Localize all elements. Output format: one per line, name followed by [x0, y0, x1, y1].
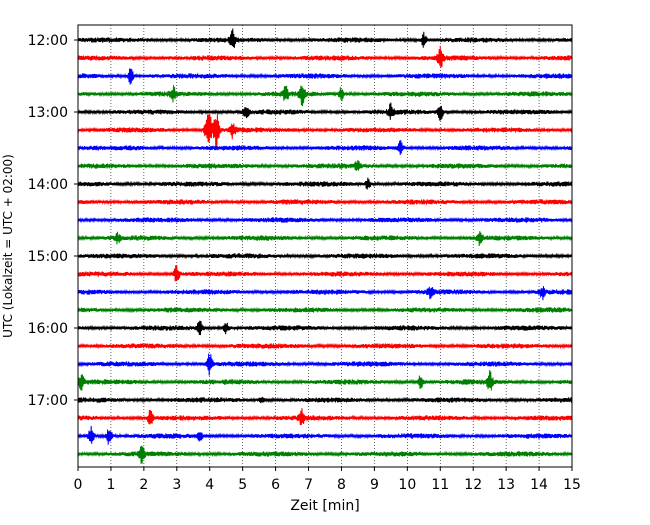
- trace-15:45: [77, 306, 573, 314]
- trace-16:45: [77, 370, 573, 391]
- trace-14:00: [77, 177, 573, 190]
- trace-14:15: [77, 198, 573, 206]
- plot-frame: [77, 24, 573, 468]
- y-tick-label: 17:00: [28, 393, 68, 409]
- x-tick-label: 7: [304, 477, 313, 493]
- trace-12:00: [77, 28, 573, 48]
- y-tick-label: 14:00: [28, 177, 68, 193]
- trace-12:45: [77, 85, 573, 107]
- y-tick-label: 15:00: [28, 249, 68, 265]
- y-tick-label: 12:00: [28, 33, 68, 49]
- x-tick-label: 6: [271, 477, 280, 493]
- y-tick-label: 16:00: [28, 321, 68, 337]
- x-tick-label: 13: [497, 477, 515, 493]
- seismic-traces: [77, 28, 573, 464]
- x-tick-label: 11: [431, 477, 449, 493]
- trace-12:30: [77, 68, 573, 85]
- x-tick-label: 10: [398, 477, 416, 493]
- trace-13:15: [77, 113, 573, 148]
- trace-15:15: [77, 265, 573, 282]
- trace-16:00: [77, 320, 573, 336]
- trace-13:00: [77, 102, 573, 121]
- x-tick-label: 12: [464, 477, 482, 493]
- trace-13:30: [77, 140, 573, 155]
- trace-17:30: [77, 425, 573, 445]
- x-tick-label: 4: [205, 477, 214, 493]
- x-tick-label: 9: [370, 477, 379, 493]
- trace-14:45: [77, 231, 573, 247]
- trace-15:30: [77, 286, 573, 301]
- x-tick-label: 14: [530, 477, 548, 493]
- trace-17:15: [77, 408, 573, 426]
- x-axis-label: Zeit [min]: [290, 498, 359, 514]
- x-tick-label: 5: [238, 477, 247, 493]
- trace-12:15: [77, 45, 573, 68]
- x-tick-label: 1: [106, 477, 115, 493]
- x-tick-label: 8: [337, 477, 346, 493]
- x-tick-label: 0: [74, 477, 83, 493]
- trace-15:00: [77, 252, 573, 260]
- y-tick-label: 13:00: [28, 105, 68, 121]
- x-axis: 0 1 2 3 4 5 6 7 8 9 10 11 12 13 14 15: [74, 467, 581, 493]
- y-axis-label: UTC (Lokalzeit = UTC + 02:00): [1, 154, 15, 338]
- trace-14:30: [77, 216, 573, 224]
- trace-16:30: [77, 353, 573, 376]
- trace-13:45: [77, 159, 573, 171]
- trace-17:45: [77, 445, 573, 464]
- y-axis: 12:00 13:00 14:00 15:00 16:00 17:00: [28, 33, 78, 409]
- x-tick-label: 2: [139, 477, 148, 493]
- x-tick-label: 15: [563, 477, 581, 493]
- x-tick-label: 3: [172, 477, 181, 493]
- trace-17:00: [77, 396, 573, 404]
- trace-16:15: [77, 342, 573, 350]
